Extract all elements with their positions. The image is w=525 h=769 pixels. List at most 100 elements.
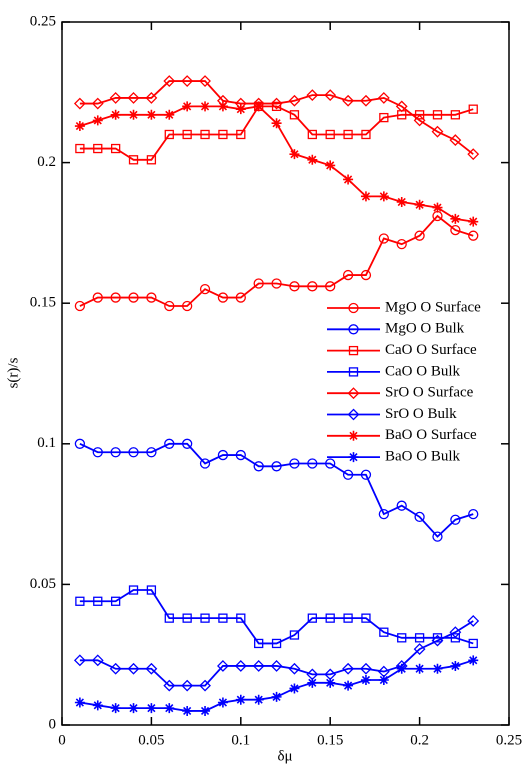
marker [468, 508, 479, 520]
marker [128, 447, 139, 458]
marker [164, 438, 175, 449]
marker [235, 292, 246, 303]
y-tick-label: 0.1 [37, 435, 56, 451]
legend-label: CaO O Bulk [385, 363, 461, 379]
legend-label: SrO O Bulk [385, 406, 457, 422]
marker [289, 110, 300, 120]
marker [396, 663, 407, 674]
marker [414, 199, 425, 210]
marker [414, 230, 425, 241]
marker [289, 149, 300, 160]
marker [164, 613, 174, 623]
marker [379, 627, 389, 637]
marker [235, 449, 246, 461]
marker [236, 129, 246, 140]
marker [109, 662, 122, 675]
marker [431, 634, 444, 647]
series-line [79, 214, 474, 307]
marker [218, 613, 228, 623]
marker [128, 109, 139, 120]
marker [128, 155, 139, 165]
marker [236, 613, 246, 623]
marker [325, 160, 336, 171]
marker [109, 92, 122, 104]
marker [414, 511, 425, 523]
legend-marker [347, 408, 360, 421]
marker [146, 292, 157, 303]
marker [146, 109, 157, 120]
marker [307, 129, 317, 140]
marker [270, 97, 283, 110]
marker [182, 300, 193, 312]
marker [307, 154, 318, 165]
marker [307, 677, 318, 688]
marker [93, 143, 103, 154]
y-tick-label: 0 [49, 716, 57, 732]
marker [145, 92, 158, 104]
marker [324, 89, 337, 102]
y-tick-label: 0.05 [30, 576, 56, 592]
legend-marker [348, 452, 359, 463]
marker [413, 114, 426, 127]
marker [378, 233, 389, 244]
marker [146, 703, 157, 714]
marker [146, 585, 157, 595]
marker [128, 292, 139, 303]
marker [360, 662, 372, 675]
marker [288, 662, 301, 675]
marker [235, 104, 246, 115]
marker [92, 292, 103, 303]
marker [379, 112, 389, 123]
marker [200, 129, 210, 140]
marker [414, 633, 425, 643]
marker [92, 115, 103, 126]
y-tick-label: 0.15 [30, 295, 56, 311]
y-tick-label: 0.25 [30, 13, 56, 29]
marker [289, 630, 300, 640]
legend-label: MgO O Surface [385, 299, 481, 315]
marker [450, 110, 461, 120]
marker [164, 300, 175, 312]
marker [73, 654, 86, 667]
x-tick-label: 0 [58, 732, 66, 748]
marker [325, 281, 336, 292]
marker [218, 129, 228, 140]
marker [182, 613, 192, 623]
marker [75, 143, 85, 154]
marker [146, 155, 157, 165]
marker [289, 683, 300, 694]
marker [432, 110, 443, 120]
legend-marker [348, 430, 359, 441]
marker [360, 469, 372, 480]
x-tick-label: 0.15 [317, 732, 343, 748]
marker [361, 613, 371, 623]
marker [342, 469, 354, 480]
marker [271, 638, 282, 649]
marker [110, 143, 121, 154]
marker [307, 613, 317, 623]
marker [306, 89, 319, 102]
marker [468, 216, 479, 227]
marker [253, 694, 264, 705]
marker [343, 174, 354, 185]
marker [450, 660, 461, 671]
series-line [79, 620, 474, 687]
series-line [79, 589, 474, 645]
marker [164, 703, 175, 714]
marker [271, 101, 282, 112]
marker [307, 281, 318, 292]
marker [128, 703, 139, 714]
marker [235, 694, 246, 705]
y-axis-label: s(r)/s [5, 357, 21, 388]
marker [432, 202, 443, 213]
x-tick-label: 0.1 [231, 732, 250, 748]
marker [271, 278, 282, 289]
legend-label: BaO O Surface [385, 427, 477, 443]
marker [164, 109, 175, 120]
marker [450, 224, 461, 236]
marker [396, 238, 407, 250]
marker [360, 269, 372, 281]
marker [325, 129, 335, 140]
marker [91, 654, 104, 667]
marker [397, 633, 407, 643]
